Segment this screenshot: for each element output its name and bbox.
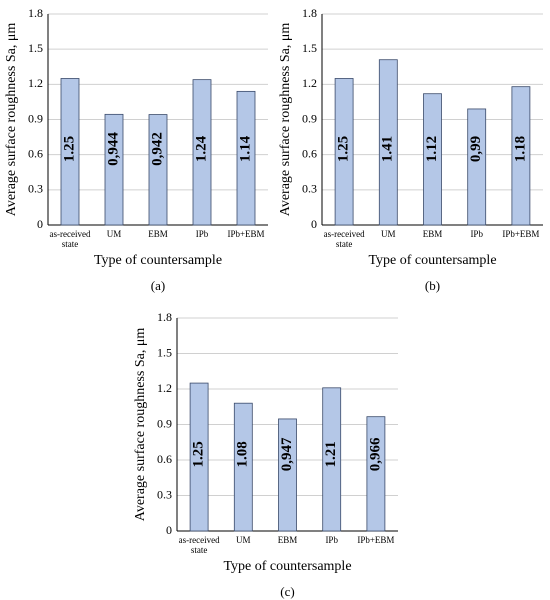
bar [278,418,297,532]
panel-label: (a) [151,278,165,293]
x-tick-label: EBM [278,535,298,545]
y-tick-label: 1.5 [157,345,172,359]
y-axis-label: Average surface roughness Sa, μm [133,328,148,522]
y-axis-label: Average surface roughness Sa, μm [4,23,19,217]
value-label: 1.18 [512,136,528,162]
y-tick-label: 0.9 [28,111,43,125]
x-tick-label: EBM [423,229,443,239]
bar [334,78,354,226]
y-tick-label: 1.8 [157,310,172,324]
y-tick-label: 0.3 [157,487,172,501]
value-label: 1.41 [380,136,396,162]
y-tick-label: 1.5 [302,41,317,55]
x-tick-label: IPb+EBM [227,229,264,239]
y-tick-label: 1.2 [28,76,43,90]
value-label: 0,966 [367,437,383,471]
y-tick-label: 0 [166,523,172,537]
x-tick-label: UM [107,229,122,239]
x-axis-label: Type of countersample [223,559,351,574]
bar [366,416,386,532]
value-label: 1.21 [323,441,339,467]
x-tick-label: UM [381,229,396,239]
y-tick-label: 0.3 [302,182,317,196]
y-tick-label: 1.2 [157,381,172,395]
value-label: 0,99 [468,136,484,162]
y-tick-label: 0.6 [157,452,172,466]
value-label: 1.12 [424,136,440,162]
x-tick-label: UM [236,535,251,545]
y-axis-label: Average surface roughness Sa, μm [278,23,293,217]
y-tick-label: 1.2 [302,76,317,90]
y-tick-label: 1.8 [28,6,43,20]
y-tick-label: 0 [37,217,43,231]
bar [511,86,531,226]
x-axis-label: Type of countersample [368,253,496,268]
value-label: 1.14 [237,135,253,162]
bar [104,113,124,226]
x-tick-label: as-received state [324,229,365,249]
value-label: 0,944 [105,132,121,166]
x-tick-label: IPb [196,229,209,239]
x-tick-label: IPb [325,535,338,545]
x-axis-label: Type of countersample [94,253,222,268]
panel-label: (b) [425,278,440,293]
x-tick-label: IPb [470,229,483,239]
bar [189,382,209,532]
value-label: 1.25 [191,441,207,467]
y-tick-label: 0.6 [28,146,43,160]
y-tick-label: 0.6 [302,146,317,160]
value-label: 1.08 [235,441,251,467]
value-label: 1.25 [61,136,77,162]
y-tick-label: 1.5 [28,41,43,55]
bar [467,108,487,226]
y-tick-label: 0 [311,217,317,231]
x-tick-label: as-received state [50,229,91,249]
bar [236,90,256,226]
bar [192,79,212,226]
bar [378,59,398,226]
bar [148,114,168,226]
bar [60,78,80,226]
value-label: 1.25 [336,136,352,162]
x-tick-label: as-received state [179,535,220,555]
y-tick-label: 0.9 [157,416,172,430]
value-label: 0,942 [149,132,165,166]
x-tick-label: EBM [148,229,168,239]
y-tick-label: 1.8 [302,6,317,20]
x-tick-label: IPb+EBM [502,229,539,239]
y-tick-label: 0.3 [28,182,43,196]
y-tick-label: 0.9 [302,111,317,125]
bar [233,402,253,532]
panel-label: (c) [280,584,294,599]
x-tick-label: IPb+EBM [357,535,394,545]
value-label: 0,947 [279,437,295,471]
bar [423,93,442,226]
value-label: 1.24 [193,135,209,162]
bar [322,387,342,532]
